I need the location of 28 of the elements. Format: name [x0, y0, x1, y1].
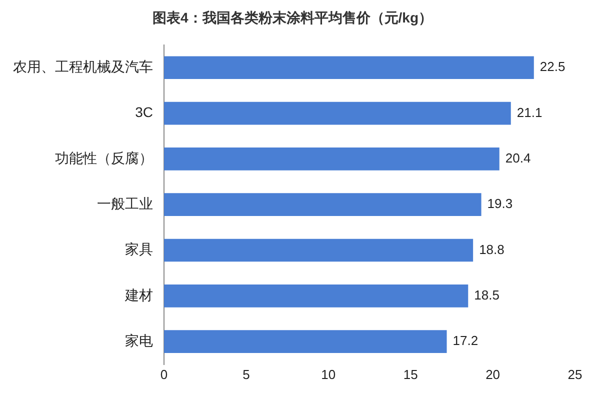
- data-label: 19.3: [487, 196, 513, 212]
- data-label: 17.2: [452, 333, 478, 348]
- x-tick-label: 10: [321, 366, 336, 382]
- y-tick-label: 3C: [135, 104, 153, 120]
- y-tick-label: 家具: [125, 241, 153, 258]
- y-tick-label: 农用、工程机械及汽车: [13, 58, 153, 74]
- chart-title: 图表4：我国各类粉末涂料平均售价（元/kg）: [152, 9, 433, 26]
- data-label: 22.5: [540, 59, 566, 74]
- y-tick-label: 功能性（反腐）: [55, 150, 153, 166]
- bar: [164, 193, 482, 216]
- x-tick-label: 15: [403, 366, 418, 382]
- bar: [164, 148, 500, 170]
- data-label: 20.4: [505, 150, 531, 166]
- bar: [164, 102, 511, 125]
- y-tick-label: 家电: [125, 332, 153, 348]
- x-tick-label: 25: [568, 366, 582, 382]
- x-tick-label: 0: [160, 366, 168, 382]
- data-label: 21.1: [516, 104, 542, 120]
- y-tick-label: 建材: [124, 286, 153, 303]
- y-tick-label: 一般工业: [97, 195, 153, 212]
- data-label: 18.8: [479, 242, 504, 257]
- x-tick-label: 5: [242, 366, 250, 382]
- bar: [164, 56, 534, 80]
- bar: [164, 284, 468, 308]
- bar: [164, 238, 474, 262]
- bar: [164, 330, 447, 353]
- data-label: 18.5: [474, 287, 500, 302]
- x-tick-label: 20: [486, 366, 500, 382]
